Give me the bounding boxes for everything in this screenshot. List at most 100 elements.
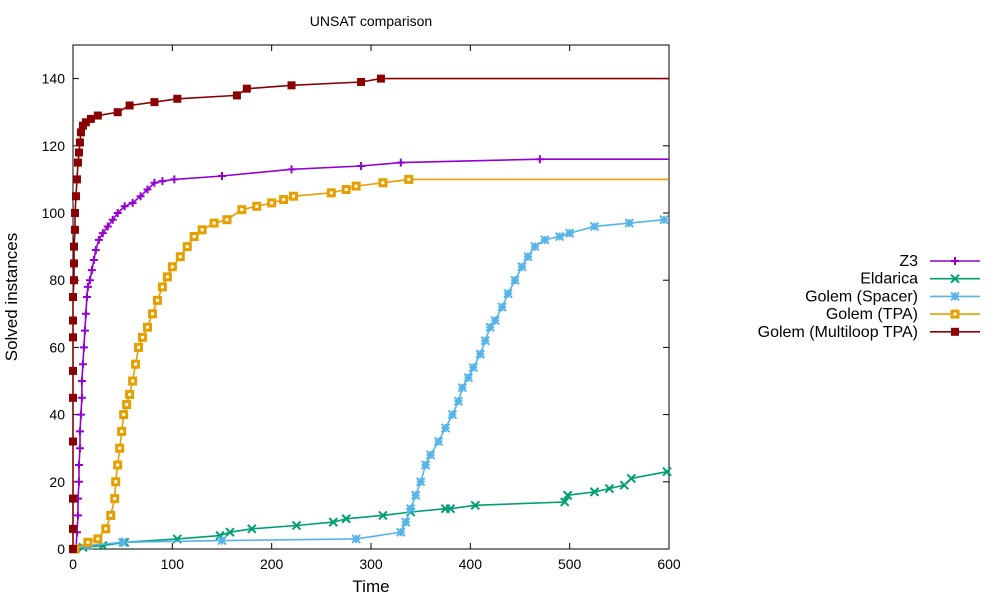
data-point-golem-spacer xyxy=(510,275,520,285)
data-point-z3 xyxy=(103,222,112,231)
data-point-eldarica xyxy=(470,500,481,511)
data-point-z3 xyxy=(79,343,88,352)
data-point-z3 xyxy=(73,511,82,520)
data-point-z3 xyxy=(75,444,84,453)
legend-label: Z3 xyxy=(899,253,918,270)
data-point-golem-spacer xyxy=(475,349,485,359)
y-tick-label: 120 xyxy=(42,138,66,154)
data-point-golem-spacer xyxy=(447,409,458,420)
data-point-golem-tpa xyxy=(125,389,135,399)
y-tick-label: 40 xyxy=(49,407,65,423)
data-point-golem-spacer xyxy=(523,251,533,262)
data-point-golem-tpa xyxy=(341,184,351,194)
data-point-z3 xyxy=(136,192,145,201)
series-eldarica xyxy=(70,467,672,554)
y-tick-label: 140 xyxy=(42,71,66,87)
chart-title: UNSAT comparison xyxy=(310,13,432,29)
data-point-golem-multiloop-tpa xyxy=(70,209,79,217)
data-point-golem-spacer xyxy=(564,228,575,238)
data-point-z3 xyxy=(951,257,959,265)
data-point-golem-tpa xyxy=(147,309,157,319)
data-point-golem-spacer xyxy=(950,291,960,302)
data-point-golem-multiloop-tpa xyxy=(72,175,81,184)
x-tick-label: 400 xyxy=(459,556,483,572)
data-point-z3 xyxy=(535,155,544,164)
data-point-z3 xyxy=(108,215,117,224)
data-point-z3 xyxy=(150,178,159,187)
data-point-golem-spacer xyxy=(530,241,540,252)
data-point-golem-tpa xyxy=(143,322,152,332)
data-point-golem-spacer xyxy=(351,534,361,544)
data-point-z3 xyxy=(77,377,86,385)
data-point-golem-multiloop-tpa xyxy=(69,293,77,301)
series-golem-multiloop-tpa xyxy=(69,74,669,553)
legend-label: Golem (TPA) xyxy=(826,306,918,323)
data-point-golem-tpa xyxy=(279,195,289,205)
data-point-eldarica xyxy=(562,490,573,500)
data-point-golem-multiloop-tpa xyxy=(69,437,77,446)
data-point-eldarica xyxy=(559,497,570,507)
data-point-z3 xyxy=(94,235,103,244)
data-point-z3 xyxy=(85,276,94,285)
data-point-golem-tpa xyxy=(119,410,129,420)
data-point-golem-tpa xyxy=(209,218,219,228)
data-point-eldarica xyxy=(378,510,388,521)
legend-entry-eldarica: Eldarica xyxy=(860,271,980,288)
series-golem-tpa xyxy=(70,174,669,554)
y-axis-label: Solved instances xyxy=(2,233,21,362)
data-point-golem-tpa xyxy=(351,181,361,191)
data-point-z3 xyxy=(78,360,87,369)
data-point-golem-tpa xyxy=(326,188,336,198)
data-point-z3 xyxy=(128,198,137,207)
data-point-golem-tpa xyxy=(117,426,127,436)
data-point-golem-spacer xyxy=(517,262,527,272)
legend-entry-golem-multiloop-tpa: Golem (Multiloop TPA) xyxy=(758,324,980,341)
data-point-golem-tpa xyxy=(197,225,207,235)
data-point-golem-spacer xyxy=(480,335,490,346)
series-line-golem-spacer xyxy=(74,218,669,550)
plot-area-frame xyxy=(72,44,670,550)
y-tick-label: 20 xyxy=(49,474,65,490)
data-point-golem-tpa xyxy=(115,443,125,453)
data-point-z3 xyxy=(74,461,83,469)
series-golem-spacer xyxy=(70,215,669,554)
data-point-z3 xyxy=(77,393,86,402)
data-point-golem-spacer xyxy=(440,423,451,433)
data-point-golem-spacer xyxy=(624,218,634,228)
legend-entry-golem-spacer: Golem (Spacer) xyxy=(805,288,980,305)
data-point-z3 xyxy=(287,165,296,174)
data-point-golem-multiloop-tpa xyxy=(125,101,134,110)
x-tick-label: 600 xyxy=(657,556,681,572)
data-point-golem-multiloop-tpa xyxy=(76,128,85,137)
data-point-golem-spacer xyxy=(555,231,565,242)
data-point-eldarica xyxy=(950,273,960,284)
data-point-golem-spacer xyxy=(589,221,600,232)
data-point-golem-tpa xyxy=(404,174,414,184)
x-axis: 0 100 200 300 400 500 600 xyxy=(69,45,681,572)
data-point-z3 xyxy=(83,282,92,291)
data-point-golem-spacer xyxy=(420,460,431,470)
data-point-golem-tpa xyxy=(189,232,199,242)
data-point-golem-multiloop-tpa xyxy=(287,81,296,90)
x-tick-label: 300 xyxy=(359,556,383,572)
data-point-golem-multiloop-tpa xyxy=(173,94,182,103)
data-point-golem-multiloop-tpa xyxy=(951,327,959,336)
data-point-golem-multiloop-tpa xyxy=(74,148,83,157)
data-point-eldarica xyxy=(662,467,672,477)
data-point-golem-multiloop-tpa xyxy=(75,138,84,147)
data-point-golem-spacer xyxy=(497,302,507,312)
legend-entry-z3: Z3 xyxy=(899,253,980,270)
data-point-golem-multiloop-tpa xyxy=(69,494,77,503)
data-point-golem-multiloop-tpa xyxy=(69,259,78,268)
legend-label: Eldarica xyxy=(860,271,918,288)
data-point-golem-tpa xyxy=(252,201,262,211)
data-point-z3 xyxy=(120,202,129,211)
x-tick-label: 200 xyxy=(260,556,284,572)
data-point-golem-tpa xyxy=(113,460,123,470)
series-z3 xyxy=(71,155,669,553)
data-point-golem-multiloop-tpa xyxy=(357,77,366,86)
data-point-z3 xyxy=(81,309,90,318)
data-point-golem-multiloop-tpa xyxy=(69,524,77,533)
data-point-golem-spacer xyxy=(457,383,468,393)
